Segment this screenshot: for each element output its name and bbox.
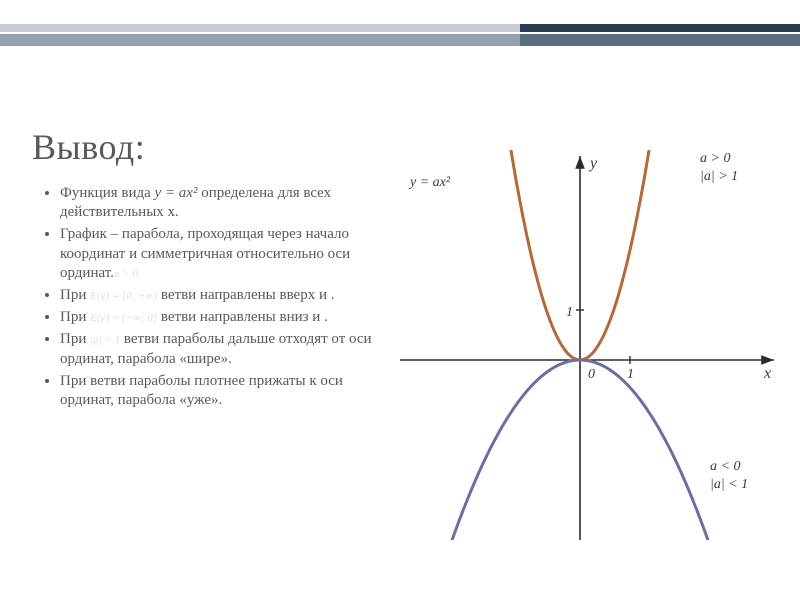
accent-band-3 [520,24,800,32]
bullet-text: ветви параболы плотнее прижаты к оси орд… [60,373,343,408]
bullet-text: При [60,373,90,389]
slide-title: Вывод: [32,126,145,168]
accent-band-1 [0,24,520,32]
bullet-item: График – парабола, проходящая через нача… [60,225,386,283]
math-expr: y = ax² [155,185,198,201]
bullet-text: ветви направлены вверх и [157,287,327,303]
bullet-text: График – парабола, проходящая через нача… [60,226,350,280]
curve-down [400,360,758,540]
bullet-text: Функция вида [60,185,155,201]
curve-up [470,150,688,360]
overlay-math: a > 0 [114,268,138,280]
chart-annotation: a > 0 [700,151,730,166]
axis-label-x: x [763,365,771,382]
accent-band-4 [520,34,800,46]
chart-annotation: |a| > 1 [700,169,738,184]
overlay-math: |a| < 1 [90,334,120,346]
bullet-item: Функция вида y = ax² определена для всех… [60,184,386,222]
bullet-text: ветви направлены вниз и [157,309,320,325]
axis-label-y: y [588,155,598,172]
bullet-text: При [60,331,90,347]
chart-annotation: a < 0 [710,459,740,474]
parabola-chart: y x 0 1 1 y = ax² a > 0 |a| > 1 a < 0 |a| < 1 [400,150,780,540]
bullet-list: Функция вида y = ax² определена для всех… [46,184,386,413]
chart-annotation: |a| < 1 [710,477,748,492]
tick-label-x1: 1 [627,367,634,382]
overlay-math: E(y) = [0; +∞) [90,290,157,302]
bullet-item: При E(y) = (−∞; 0] ветви направлены вниз… [60,308,386,327]
origin-label: 0 [588,367,595,382]
bullet-blank: . [327,287,335,303]
top-accent-bar [0,0,800,54]
accent-band-2 [0,34,520,46]
bullet-item: При ветви параболы плотнее прижаты к оси… [60,372,386,410]
bullet-blank: . [320,309,328,325]
bullet-item: При E(y) = [0; +∞) ветви направлены ввер… [60,286,386,305]
chart-annotation: y = ax² [408,175,451,190]
overlay-math: E(y) = (−∞; 0] [90,312,157,324]
bullet-text: При [60,287,90,303]
tick-label-y1: 1 [566,305,573,320]
bullet-item: При |a| < 1 ветви параболы дальше отходя… [60,330,386,368]
bullet-text: При [60,309,90,325]
